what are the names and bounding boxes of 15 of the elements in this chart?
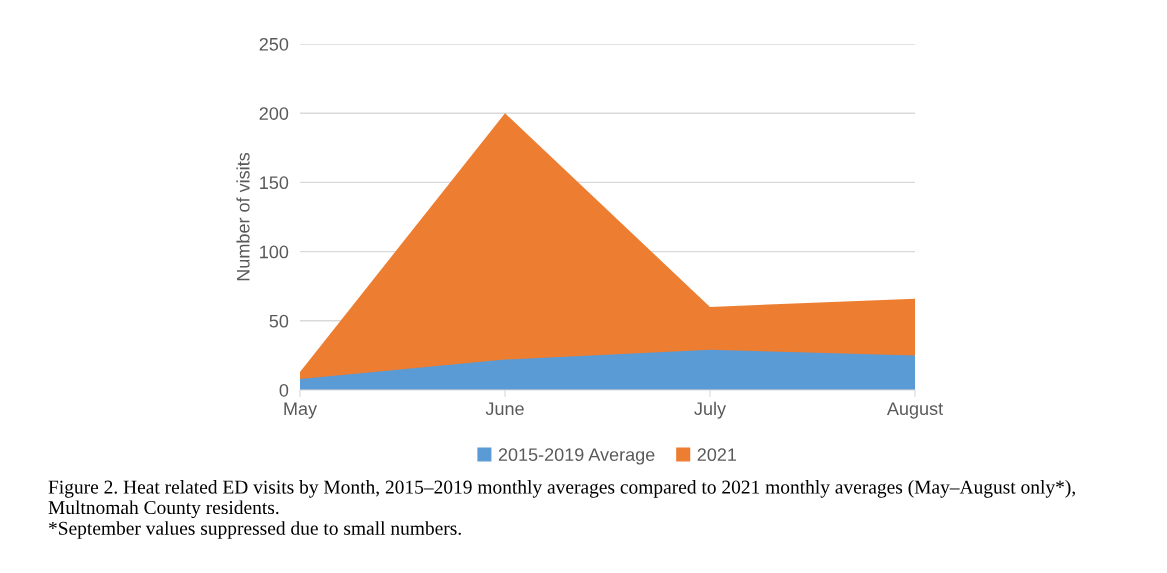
y-tick-label: 0 xyxy=(279,383,289,397)
legend-label: 2015-2019 Average xyxy=(498,448,655,465)
y-tick-label: 150 xyxy=(260,176,289,190)
y-tick-label: 250 xyxy=(259,37,289,51)
x-tick-label: June xyxy=(485,402,524,416)
x-tick-label: May xyxy=(284,402,318,419)
y-tick-label: 200 xyxy=(259,107,289,120)
text: *September values suppressed due to small numbers. xyxy=(48,521,461,539)
legend-label: 2021 xyxy=(697,448,737,462)
caption: Figure 2. Heat related ED visits by Month, 2015–2019 monthly averages compared to 2021 monthly averages (May–August only*), Multnomah County residents. xyxy=(48,480,1075,519)
y-axis-title: Number of visits xyxy=(236,152,250,281)
y-tick-label: 50 xyxy=(269,314,289,328)
x-tick-label: July xyxy=(694,401,727,419)
x-tick-label: August xyxy=(886,402,943,419)
y-tick-label: 100 xyxy=(260,245,289,259)
